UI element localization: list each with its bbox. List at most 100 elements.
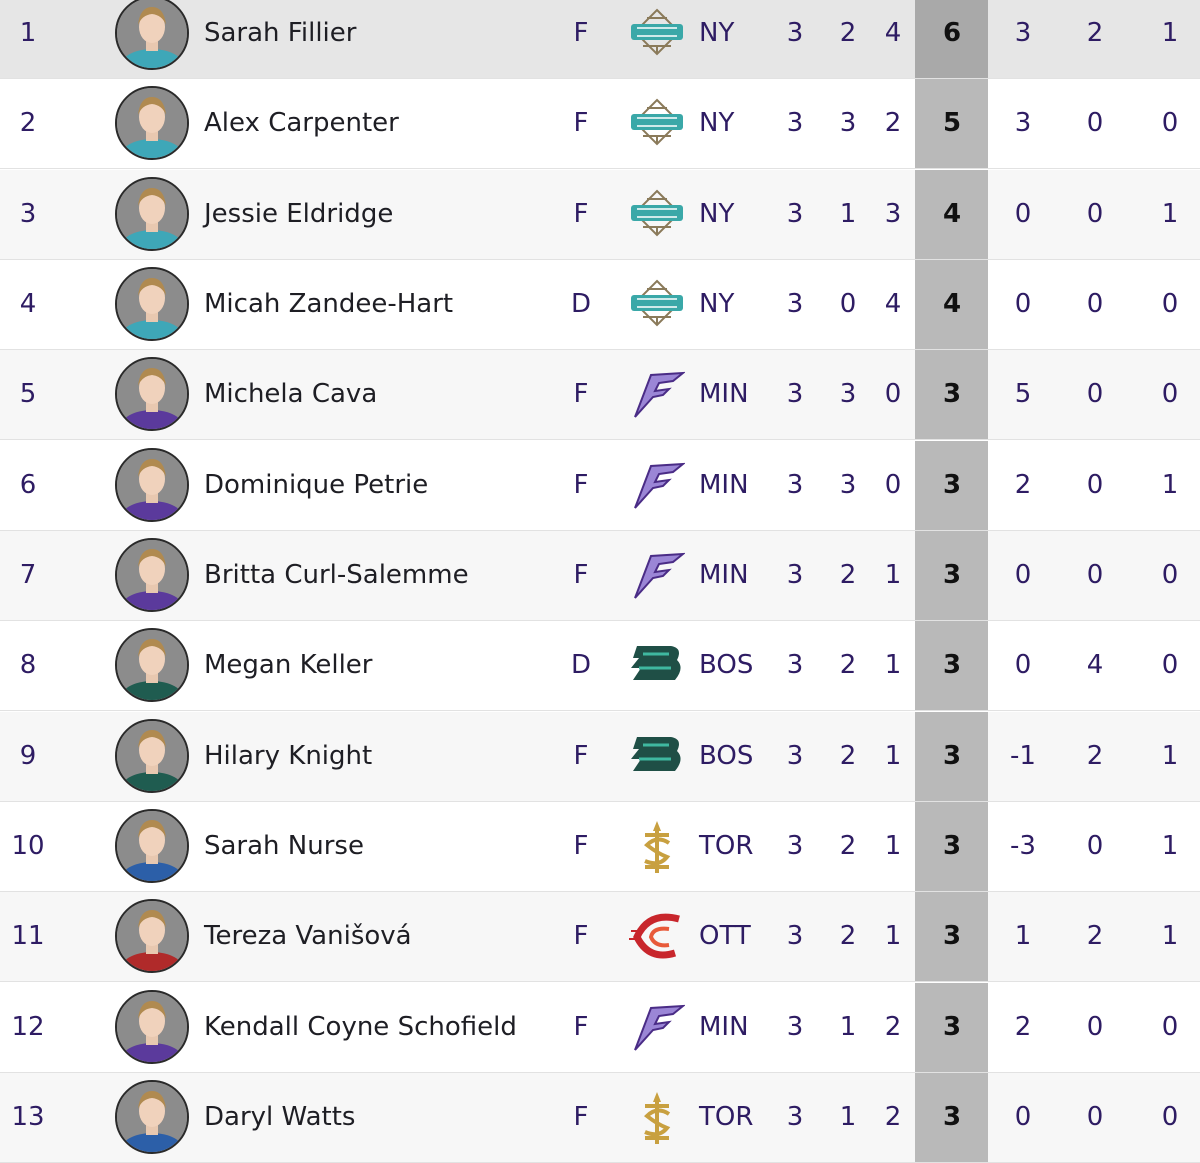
stat-cell: 6 — [942, 18, 962, 48]
stat-cell: 1 — [1161, 198, 1179, 229]
stat-cell: 2 — [1086, 18, 1104, 48]
stat-cell: NY — [699, 18, 735, 48]
stat-cell: 2 — [839, 740, 857, 771]
table-row: 5 Michela Cava F MIN 3 3 0 3 5 0 0 — [0, 350, 1200, 441]
points-column-bg — [915, 892, 988, 982]
stat-cell: 3 — [942, 379, 962, 410]
player-avatar — [115, 899, 189, 974]
stat-cell: 0 — [1086, 379, 1104, 410]
stat-cell: 3 — [839, 379, 857, 410]
stat-cell: F — [573, 921, 589, 952]
stat-cell: 1 — [19, 18, 37, 48]
stat-cell: 0 — [1086, 1101, 1104, 1132]
team-logo — [631, 8, 683, 56]
stat-cell: F — [573, 1101, 589, 1132]
stat-cell: 1 — [884, 559, 902, 590]
stat-cell: 5 — [942, 108, 962, 139]
stat-cell: 0 — [1161, 379, 1179, 410]
player-name: Sarah Nurse — [204, 830, 364, 861]
stat-cell: BOS — [699, 740, 754, 771]
stat-cell: 4 — [884, 18, 902, 48]
stat-cell: 3 — [942, 740, 962, 771]
stat-cell: F — [573, 1011, 589, 1042]
table-row: 1 Sarah Fillier F NY 3 2 4 6 3 2 1 — [0, 0, 1200, 79]
player-avatar — [115, 0, 189, 70]
stat-cell: 0 — [1014, 288, 1032, 319]
player-name: Tereza Vanišová — [204, 921, 412, 952]
stat-cell: -1 — [1010, 740, 1036, 771]
table-row: 8 Megan Keller D BOS 3 2 1 3 0 4 0 — [0, 621, 1200, 712]
stat-cell: 0 — [1014, 559, 1032, 590]
stat-cell: 2 — [1086, 921, 1104, 952]
stat-cell: 2 — [839, 921, 857, 952]
stat-cell: 0 — [1161, 108, 1179, 139]
player-avatar — [115, 537, 189, 612]
stat-cell: 0 — [1086, 198, 1104, 229]
stat-cell: 12 — [11, 1011, 45, 1042]
stat-cell: 0 — [1014, 1101, 1032, 1132]
stat-cell: 0 — [1161, 288, 1179, 319]
points-column-bg — [915, 259, 988, 349]
stat-cell: 3 — [786, 650, 804, 681]
points-column-bg — [915, 440, 988, 530]
stat-cell: F — [573, 108, 589, 139]
stat-cell: 1 — [1161, 18, 1179, 48]
stat-cell: 2 — [1086, 740, 1104, 771]
stat-cell: 4 — [942, 288, 962, 319]
stat-cell: TOR — [699, 830, 754, 861]
table-row: 13 Daryl Watts F TOR 3 1 2 3 0 0 0 — [0, 1072, 1200, 1163]
stat-cell: 2 — [884, 1011, 902, 1042]
stat-cell: 3 — [942, 650, 962, 681]
stat-cell: 0 — [1086, 469, 1104, 500]
stat-cell: 2 — [839, 650, 857, 681]
team-logo — [631, 646, 681, 681]
stat-cell: 4 — [942, 198, 962, 229]
stat-cell: OTT — [699, 921, 751, 952]
table-row: 10 Sarah Nurse F TOR 3 2 1 3 -3 0 1 — [0, 801, 1200, 892]
stat-cell: 6 — [19, 469, 37, 500]
stat-cell: 1 — [1161, 921, 1179, 952]
stat-cell: 3 — [786, 198, 804, 229]
player-avatar — [115, 808, 189, 883]
stat-cell: 0 — [1161, 1011, 1179, 1042]
stat-cell: 5 — [1014, 379, 1032, 410]
stat-cell: 0 — [1161, 650, 1179, 681]
table-row: 9 Hilary Knight F BOS 3 2 1 3 -1 2 1 — [0, 711, 1200, 802]
stat-cell: 1 — [1161, 469, 1179, 500]
stat-cell: 2 — [19, 108, 37, 139]
points-column-bg — [915, 350, 988, 440]
team-logo — [631, 736, 681, 771]
stat-cell: 2 — [839, 559, 857, 590]
stat-cell: 0 — [884, 379, 902, 410]
stat-cell: 2 — [1014, 469, 1032, 500]
player-avatar — [115, 1079, 189, 1154]
table-row: 11 Tereza Vanišová F OTT 3 2 1 3 1 2 1 — [0, 892, 1200, 983]
stat-cell: 1 — [884, 921, 902, 952]
points-column-bg — [915, 0, 988, 78]
points-column-bg — [915, 169, 988, 259]
stat-cell: MIN — [699, 559, 749, 590]
stat-cell: 9 — [19, 740, 37, 771]
team-logo — [634, 462, 685, 509]
stat-cell: F — [573, 559, 589, 590]
stat-cell: 2 — [839, 18, 857, 48]
stat-cell: NY — [699, 288, 735, 319]
stat-cell: 0 — [1014, 650, 1032, 681]
player-avatar — [115, 718, 189, 793]
stat-cell: 0 — [884, 469, 902, 500]
stat-cell: 3 — [942, 830, 962, 861]
player-name: Sarah Fillier — [204, 18, 357, 48]
points-column-bg — [915, 711, 988, 801]
stat-cell: F — [573, 830, 589, 861]
player-name: Britta Curl-Salemme — [204, 559, 469, 590]
stat-cell: 0 — [1014, 198, 1032, 229]
stat-cell: F — [573, 740, 589, 771]
stat-cell: 3 — [884, 198, 902, 229]
player-name: Megan Keller — [204, 650, 373, 681]
table-row: 3 Jessie Eldridge F NY 3 1 3 4 0 0 1 — [0, 169, 1200, 260]
stat-cell: 1 — [884, 740, 902, 771]
team-logo — [634, 372, 685, 418]
stat-cell: 13 — [11, 1101, 45, 1132]
stat-cell: 0 — [1086, 288, 1104, 319]
